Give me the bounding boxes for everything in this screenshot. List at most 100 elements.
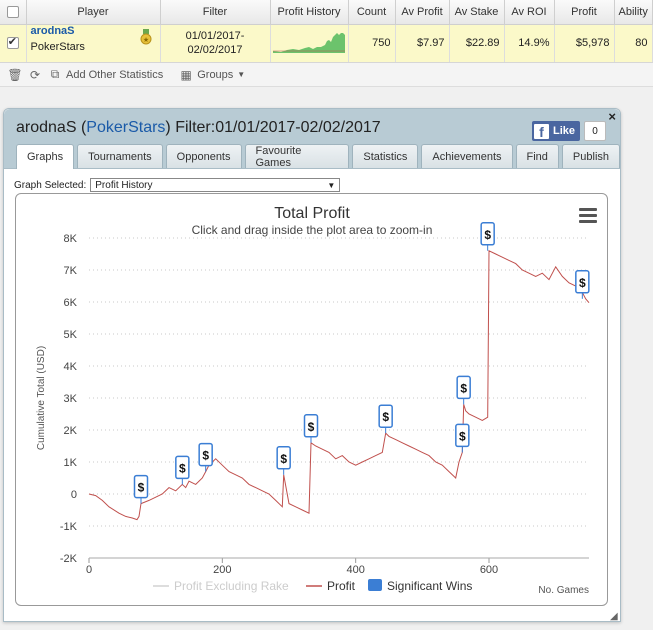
player-graph-panel: arodnaS (PokerStars) Filter:01/01/2017-0… <box>3 108 621 622</box>
col-header-profit-history[interactable]: Profit History <box>270 0 349 25</box>
y-tick-label: 4K <box>64 361 78 373</box>
like-count: 0 <box>584 121 606 141</box>
y-tick-label: 8K <box>64 233 78 245</box>
profit-history-sparkline <box>272 32 345 53</box>
y-tick-label: 0 <box>71 489 77 501</box>
flag-label: $ <box>382 410 389 424</box>
tab-achievements[interactable]: Achievements <box>421 144 513 168</box>
ability-cell: 80 <box>614 24 653 63</box>
significant-win-flag[interactable]: $ <box>455 423 470 453</box>
col-header-count[interactable]: Count <box>348 0 396 25</box>
flag-box <box>456 375 471 400</box>
chart-container[interactable]: Total Profit Click and drag inside the p… <box>15 193 608 606</box>
significant-win-flag[interactable]: $ <box>198 442 213 472</box>
flag-label: $ <box>202 449 209 463</box>
graph-select-row: Graph Selected: Profit History ▼ <box>14 178 341 192</box>
chart-legend: Profit Excluding Rake Profit Significant… <box>153 579 472 593</box>
legend-swatch-significant-wins <box>368 579 382 591</box>
trash-icon[interactable]: 🗑 <box>7 67 23 82</box>
flag-box <box>378 404 393 428</box>
significant-win-flag[interactable]: $ <box>378 404 393 434</box>
significant-win-flag[interactable]: $ <box>575 270 590 299</box>
filter-cell: 01/01/2017- 02/02/2017 <box>160 24 271 63</box>
chart-menu-icon[interactable] <box>579 208 597 226</box>
x-tick-label: 200 <box>213 564 231 576</box>
significant-win-flag[interactable]: $ <box>456 375 471 405</box>
tab-tournaments[interactable]: Tournaments <box>77 144 163 168</box>
significant-wins-layer: $ $ $ $ $ $ $ $ $ $ <box>133 222 590 504</box>
flag-label: $ <box>138 481 145 495</box>
filter-line-1: 01/01/2017- <box>185 30 245 42</box>
refresh-icon[interactable]: ⟳ <box>29 67 41 82</box>
significant-win-flag[interactable]: $ <box>175 455 190 485</box>
flag-label: $ <box>579 276 586 290</box>
facebook-like-button[interactable]: f Like <box>532 121 580 141</box>
tab-publish[interactable]: Publish <box>561 144 620 168</box>
select-all-checkbox[interactable] <box>6 5 19 18</box>
row-checkbox[interactable] <box>6 35 19 50</box>
table-row[interactable]: arodnaS PokerStars ★ 01/01/2017- 02/02/2… <box>0 24 653 63</box>
add-other-statistics-label: Add Other Statistics <box>66 68 164 81</box>
add-other-statistics-button[interactable]: ⧉ Add Other Statistics <box>48 67 164 82</box>
col-header-av-stake[interactable]: Av Stake <box>449 0 505 25</box>
external-window-icon: ⧉ <box>50 67 60 81</box>
profit-chart[interactable]: Total Profit Click and drag inside the p… <box>16 194 608 606</box>
significant-win-flag[interactable]: $ <box>276 446 291 475</box>
col-header-player[interactable]: Player <box>26 0 161 25</box>
table-header-row: Player Filter Profit History Count Av Pr… <box>0 0 653 25</box>
flag-box <box>133 474 149 499</box>
legend-significant-wins[interactable]: Significant Wins <box>387 579 472 593</box>
like-label: Like <box>553 125 576 137</box>
panel-header: arodnaS (PokerStars) Filter:01/01/2017-0… <box>4 109 620 169</box>
graph-select-value: Profit History <box>95 179 153 191</box>
groups-dropdown[interactable]: ▦ Groups ▼ <box>179 68 246 82</box>
tab-favourite-games[interactable]: Favourite Games <box>244 144 350 169</box>
tab-graphs[interactable]: Graphs <box>16 144 75 169</box>
filter-line-2: 02/02/2017 <box>187 44 243 56</box>
col-header-av-profit[interactable]: Av Profit <box>395 0 450 25</box>
tab-statistics[interactable]: Statistics <box>352 144 419 168</box>
significant-win-flag[interactable]: $ <box>303 414 319 443</box>
col-header-filter[interactable]: Filter <box>160 0 271 25</box>
flag-label: $ <box>308 420 315 434</box>
flag-label: $ <box>280 452 287 466</box>
flag-box <box>303 414 319 438</box>
tab-opponents[interactable]: Opponents <box>165 144 242 168</box>
flag-label: $ <box>484 228 491 242</box>
av-stake-cell: $22.89 <box>449 24 505 63</box>
graph-selected-label: Graph Selected: <box>14 179 87 191</box>
significant-win-flag[interactable]: $ <box>480 222 495 251</box>
player-cell[interactable]: arodnaS PokerStars ★ <box>26 24 161 63</box>
panel-title-site-link[interactable]: PokerStars <box>86 119 166 136</box>
resize-handle-icon[interactable]: ◢ <box>610 611 618 622</box>
flag-label: $ <box>459 429 466 443</box>
col-header-ability[interactable]: Ability <box>614 0 653 25</box>
player-name-link[interactable]: arodnaS <box>30 25 75 37</box>
legend-profit-excluding-rake[interactable]: Profit Excluding Rake <box>174 579 289 593</box>
y-tick-label: 7K <box>64 265 78 277</box>
series-line-profit[interactable] <box>88 250 590 521</box>
significant-win-flag[interactable]: $ <box>133 474 149 504</box>
facebook-icon: f <box>534 123 549 139</box>
svg-text:★: ★ <box>142 36 148 44</box>
flag-box <box>575 270 590 294</box>
x-tick-label: 400 <box>346 564 364 576</box>
x-axis-label: No. Games <box>538 585 589 596</box>
legend-profit[interactable]: Profit <box>327 579 356 593</box>
flag-label: $ <box>460 381 467 395</box>
stats-table: Player Filter Profit History Count Av Pr… <box>0 0 653 63</box>
row-select-cell[interactable] <box>0 24 27 63</box>
y-tick-label: -2K <box>60 553 78 565</box>
flag-box <box>198 442 213 467</box>
tab-find[interactable]: Find <box>515 144 559 168</box>
col-header-profit[interactable]: Profit <box>554 0 615 25</box>
y-tick-label: 3K <box>64 393 78 405</box>
chart-title: Total Profit <box>274 205 350 222</box>
av-roi-cell: 14.9% <box>504 24 555 63</box>
y-tick-label: 6K <box>64 297 78 309</box>
graph-select-dropdown[interactable]: Profit History ▼ <box>90 178 341 192</box>
select-all-header[interactable] <box>0 0 27 25</box>
close-icon[interactable]: × <box>608 109 616 124</box>
y-axis-label: Cumulative Total (USD) <box>36 346 47 450</box>
col-header-av-roi[interactable]: Av ROI <box>504 0 555 25</box>
